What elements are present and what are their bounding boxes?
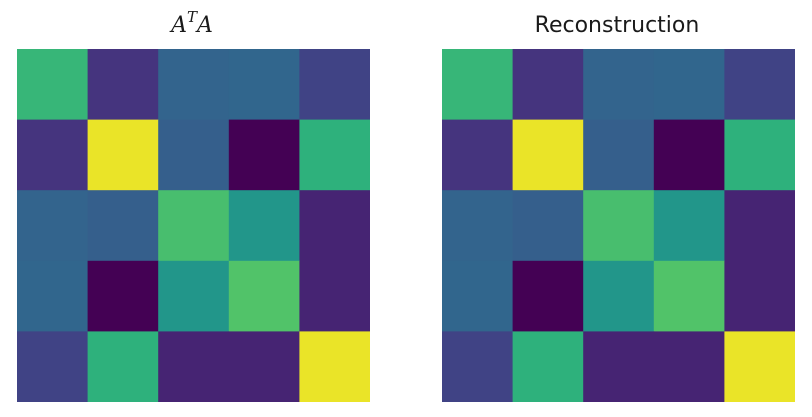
heatmap-cell-r1-c2 (583, 119, 655, 191)
heatmap-cell-r0-c2 (583, 49, 655, 121)
heatmap-cell-r4-c0 (442, 331, 514, 402)
heatmap-cell-r2-c2 (583, 190, 655, 262)
heatmap-cell-r1-c2 (158, 119, 230, 191)
heatmap-cell-r2-c4 (724, 190, 795, 262)
heatmap-cell-r0-c1 (87, 49, 159, 121)
ata-title-math: ATA (171, 7, 213, 38)
ata-title: ATA (14, 7, 370, 40)
heatmap-cell-r2-c0 (442, 190, 514, 262)
heatmap-cell-r3-c2 (583, 260, 655, 332)
heatmap-cell-r1-c1 (87, 119, 159, 191)
heatmap-cell-r1-c4 (724, 119, 795, 191)
heatmap-cell-r2-c4 (299, 190, 370, 262)
heatmap-cell-r0-c1 (512, 49, 584, 121)
heatmap-cell-r0-c4 (299, 49, 370, 121)
heatmap-cell-r0-c0 (442, 49, 514, 121)
heatmap-cell-r0-c2 (158, 49, 230, 121)
heatmap-cell-r1-c4 (299, 119, 370, 191)
heatmap-cell-r0-c3 (228, 49, 300, 121)
heatmap-cell-r4-c3 (228, 331, 300, 402)
heatmap-cell-r3-c1 (87, 260, 159, 332)
heatmap-cell-r1-c3 (228, 119, 300, 191)
ata-heatmap (17, 49, 370, 402)
heatmap-cell-r2-c2 (158, 190, 230, 262)
heatmap-cell-r2-c3 (228, 190, 300, 262)
heatmap-cell-r3-c0 (442, 260, 514, 332)
heatmap-cell-r4-c4 (299, 331, 370, 402)
reconstruction-heatmap (442, 49, 795, 402)
ata-heatmap-panel: ATA (14, 0, 370, 417)
heatmap-cell-r3-c3 (228, 260, 300, 332)
heatmap-cell-r4-c0 (17, 331, 89, 402)
heatmap-cell-r4-c4 (724, 331, 795, 402)
heatmap-cell-r0-c4 (724, 49, 795, 121)
heatmap-cell-r2-c1 (87, 190, 159, 262)
reconstruction-heatmap-panel: Reconstruction (439, 0, 795, 417)
heatmap-cell-r1-c3 (653, 119, 725, 191)
heatmap-cell-r3-c2 (158, 260, 230, 332)
heatmap-cell-r4-c1 (512, 331, 584, 402)
heatmap-cell-r2-c0 (17, 190, 89, 262)
heatmap-cell-r3-c1 (512, 260, 584, 332)
heatmap-cell-r2-c3 (653, 190, 725, 262)
reconstruction-title: Reconstruction (534, 13, 700, 38)
heatmap-cell-r3-c4 (299, 260, 370, 332)
heatmap-cell-r2-c1 (512, 190, 584, 262)
heatmap-cell-r0-c3 (653, 49, 725, 121)
heatmap-cell-r1-c0 (17, 119, 89, 191)
heatmap-cell-r0-c0 (17, 49, 89, 121)
heatmap-cell-r4-c3 (653, 331, 725, 402)
heatmap-cell-r3-c3 (653, 260, 725, 332)
heatmap-cell-r4-c1 (87, 331, 159, 402)
heatmap-cell-r3-c4 (724, 260, 795, 332)
heatmap-cell-r1-c1 (512, 119, 584, 191)
heatmap-cell-r4-c2 (583, 331, 655, 402)
heatmap-cell-r3-c0 (17, 260, 89, 332)
heatmap-cell-r4-c2 (158, 331, 230, 402)
heatmap-cell-r1-c0 (442, 119, 514, 191)
